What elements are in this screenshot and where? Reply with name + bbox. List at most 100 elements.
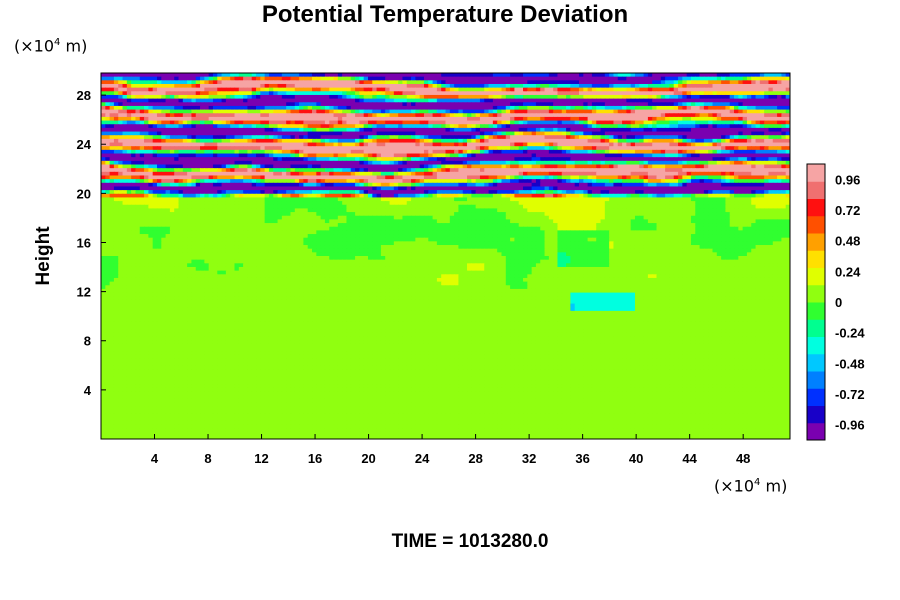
heatmap-cell (432, 164, 438, 169)
heatmap-cell (350, 105, 356, 111)
heatmap-cell (372, 146, 378, 151)
heatmap-cell (109, 91, 115, 96)
heatmap-cell (445, 87, 451, 92)
heatmap-cell (316, 168, 322, 173)
heatmap-cell (161, 135, 167, 140)
heatmap-cell (535, 120, 541, 125)
heatmap-cell (535, 76, 541, 81)
heatmap-cell (501, 87, 507, 92)
heatmap-cell (286, 138, 292, 144)
heatmap-cell (518, 142, 524, 147)
heatmap-cell (294, 153, 300, 158)
heatmap-cell (161, 138, 167, 144)
heatmap-cell (251, 171, 257, 177)
heatmap-cell (346, 94, 352, 100)
heatmap-cell (690, 175, 696, 180)
heatmap-cell (548, 182, 554, 188)
heatmap-cell (652, 113, 658, 118)
heatmap-cell (591, 94, 597, 100)
heatmap-cell (475, 87, 481, 92)
heatmap-cell (462, 171, 468, 177)
heatmap-cell (716, 113, 722, 118)
heatmap-cell (561, 131, 567, 136)
heatmap-cell (484, 113, 490, 118)
heatmap-cell (122, 179, 128, 184)
heatmap-cell (626, 105, 632, 111)
heatmap-cell (380, 83, 386, 89)
heatmap-cell (751, 153, 757, 158)
heatmap-cell (703, 76, 709, 81)
heatmap-cell (247, 146, 253, 151)
heatmap-cell (243, 94, 249, 100)
heatmap-cell (578, 138, 584, 144)
heatmap-cell (673, 83, 679, 89)
heatmap-cell (148, 120, 154, 125)
heatmap-cell (105, 131, 111, 136)
heatmap-cell (609, 83, 615, 89)
heatmap-cell (660, 120, 666, 125)
heatmap-cell (751, 76, 757, 81)
heatmap-cell (566, 164, 571, 169)
heatmap-cell (751, 127, 757, 133)
heatmap-cell (389, 124, 395, 129)
heatmap-cell (411, 149, 416, 155)
heatmap-cell (746, 98, 752, 103)
heatmap-cell (144, 186, 149, 191)
heatmap-cell (596, 182, 602, 188)
heatmap-cell (553, 109, 559, 114)
heatmap-cell (729, 124, 735, 129)
heatmap-cell (419, 120, 425, 125)
heatmap-cell (281, 91, 287, 96)
heatmap-cell (109, 182, 115, 188)
heatmap-cell (294, 146, 300, 151)
heatmap-cell (316, 94, 322, 100)
heatmap-cell (148, 127, 154, 133)
heatmap-cell (294, 87, 300, 92)
heatmap-cell (101, 186, 106, 191)
heatmap-cell (182, 153, 188, 158)
heatmap-cell (264, 138, 270, 144)
heatmap-cell (324, 109, 330, 114)
heatmap-cell (350, 149, 356, 155)
heatmap-cell (768, 131, 774, 136)
heatmap-cell (699, 149, 705, 155)
heatmap-cell (673, 109, 679, 114)
heatmap-cell (135, 94, 141, 100)
heatmap-cell (626, 124, 632, 129)
heatmap-cell (230, 98, 236, 103)
heatmap-cell (225, 116, 231, 122)
heatmap-cell (333, 116, 339, 122)
heatmap-cell (531, 168, 537, 173)
heatmap-cell (316, 109, 322, 114)
heatmap-cell (148, 175, 154, 180)
heatmap-cell (320, 91, 326, 96)
heatmap-cell (419, 146, 425, 151)
heatmap-cell (230, 171, 236, 177)
heatmap-cell (505, 83, 511, 89)
heatmap-cell (449, 179, 455, 184)
heatmap-cell (721, 98, 727, 103)
heatmap-cell (578, 105, 584, 111)
heatmap-cell (307, 157, 313, 162)
heatmap-cell (109, 171, 115, 177)
heatmap-cell (540, 157, 546, 162)
heatmap-cell (195, 168, 201, 173)
heatmap-cell (462, 109, 468, 114)
heatmap-cell (617, 80, 623, 85)
heatmap-cell (191, 109, 197, 114)
heatmap-cell (105, 149, 111, 155)
heatmap-cell (247, 94, 253, 100)
heatmap-cell (303, 124, 309, 129)
heatmap-cell (596, 124, 602, 129)
heatmap-cell (187, 182, 193, 188)
heatmap-cell (514, 76, 520, 81)
heatmap-cell (217, 160, 223, 166)
heatmap-cell (230, 76, 236, 81)
heatmap-cell (101, 76, 106, 81)
heatmap-cell (402, 98, 408, 103)
heatmap-cell (350, 146, 356, 151)
heatmap-cell (471, 138, 477, 144)
heatmap-cell (376, 94, 382, 100)
heatmap-cell (617, 168, 623, 173)
heatmap-cell (699, 127, 705, 133)
